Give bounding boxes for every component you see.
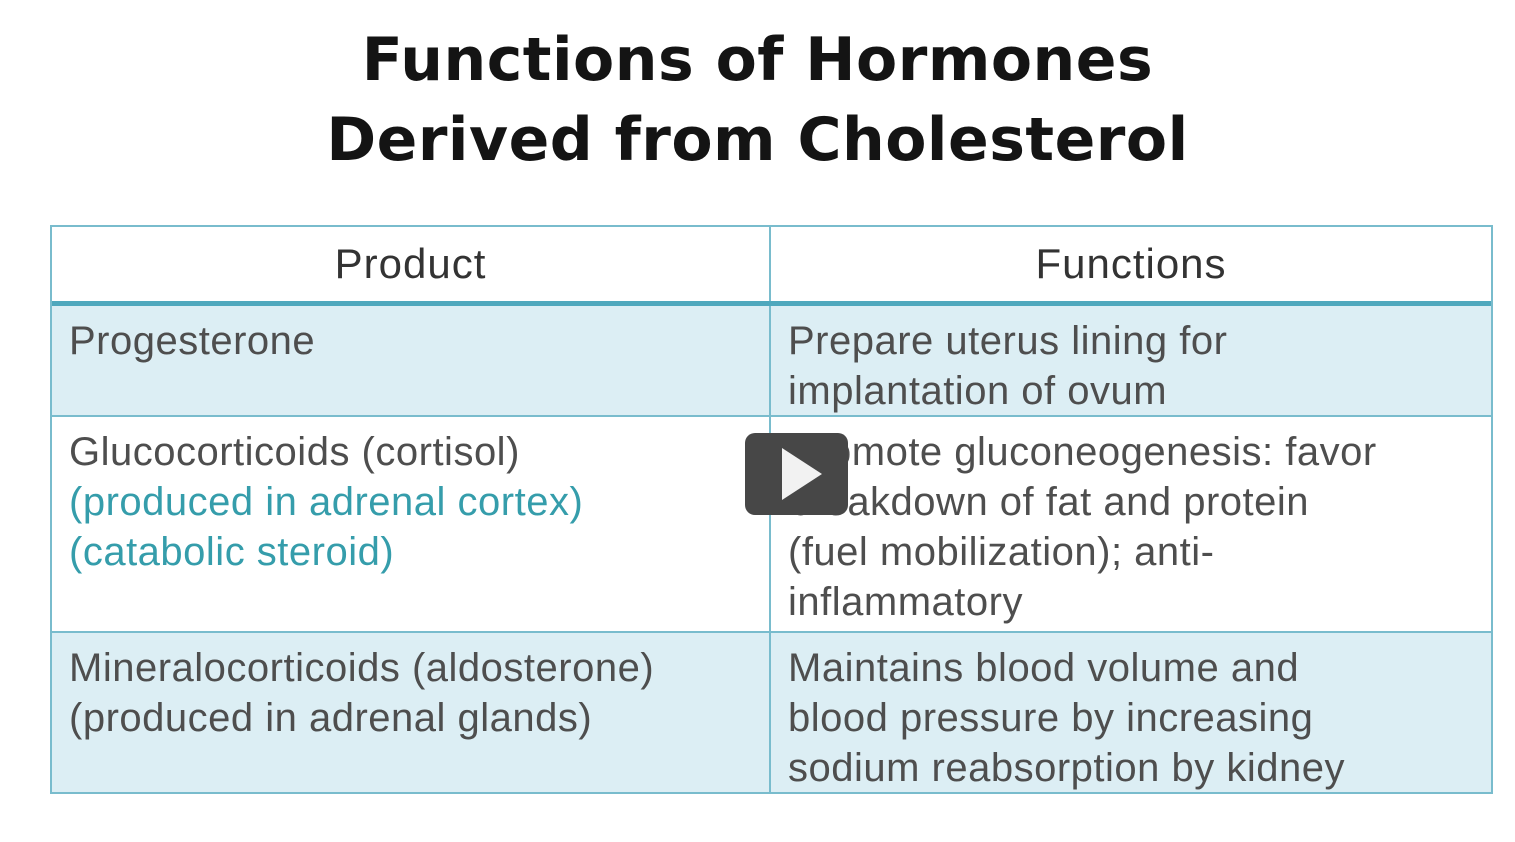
table-row-progesterone: Progesterone Prepare uterus lining for i… — [52, 306, 1491, 415]
text-line: Maintains blood volume and — [788, 646, 1300, 690]
text-line: Mineralocorticoids (aldosterone) — [69, 646, 655, 690]
text-line: Progesterone — [69, 319, 316, 363]
text-line: (produced in adrenal glands) — [69, 696, 593, 740]
functions-cell: Prepare uterus lining for implantation o… — [771, 306, 1491, 415]
text-line: (catabolic steroid) — [69, 530, 395, 574]
text-line: (fuel mobilization); anti- — [788, 530, 1215, 574]
text-line: breakdown of fat and protein — [788, 480, 1310, 524]
text-line: Prepare uterus lining for — [788, 319, 1228, 363]
column-header-functions: Functions — [1035, 240, 1227, 287]
product-cell: Glucocorticoids (cortisol) (produced in … — [52, 417, 771, 631]
text-line: (produced in adrenal cortex) — [69, 480, 584, 524]
play-button[interactable] — [745, 433, 848, 515]
table-row-glucocorticoids: Glucocorticoids (cortisol) (produced in … — [52, 415, 1491, 631]
table-header-row: Product Functions — [52, 227, 1491, 306]
slide-title-line2: Derived from Cholesterol — [326, 105, 1189, 175]
hormones-table: Product Functions Progesterone Prepare u… — [50, 225, 1493, 794]
slide-title: Functions of Hormones Derived from Chole… — [0, 20, 1515, 180]
text-line: Glucocorticoids (cortisol) — [69, 430, 520, 474]
slide-title-line1: Functions of Hormones — [361, 25, 1154, 95]
functions-cell: Promote gluconeogenesis: favor breakdown… — [771, 417, 1491, 631]
text-line: Promote gluconeogenesis: favor — [788, 430, 1377, 474]
product-cell: Mineralocorticoids (aldosterone) (produc… — [52, 633, 771, 792]
table-row-mineralocorticoids: Mineralocorticoids (aldosterone) (produc… — [52, 631, 1491, 792]
text-line: sodium reabsorption by kidney — [788, 746, 1346, 790]
text-line: blood pressure by increasing — [788, 696, 1314, 740]
text-line: inflammatory — [788, 580, 1023, 624]
text-line: implantation of ovum — [788, 369, 1168, 413]
column-header-product: Product — [52, 227, 771, 301]
product-cell: Progesterone — [52, 306, 771, 415]
functions-cell: Maintains blood volume and blood pressur… — [771, 633, 1491, 792]
play-icon — [781, 448, 822, 500]
